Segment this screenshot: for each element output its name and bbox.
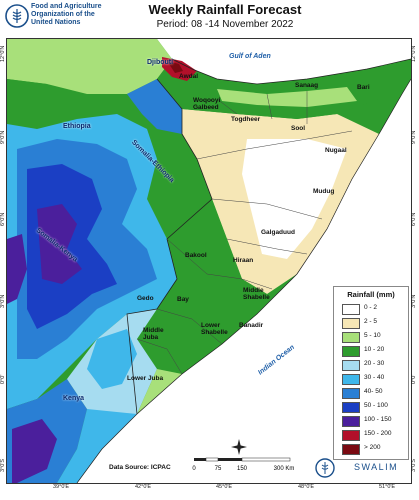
rainfall-legend: Rainfall (mm) 0 - 2 2 - 5 5 - 10 10 - 20 20 … [333, 286, 409, 460]
legend-label: 0 - 2 [364, 304, 378, 311]
scale-label-0: 0 [192, 466, 196, 472]
region-label-woqooyi: Woqooyi Galbeed [193, 97, 221, 111]
legend-swatch [342, 388, 360, 399]
legend-swatch [342, 332, 360, 343]
legend-swatch [342, 374, 360, 385]
tick-bottom-3: 48°0'E [298, 484, 315, 490]
legend-label: 10 - 20 [364, 346, 385, 353]
tick-right-1: 9°0'N [411, 130, 417, 144]
legend-swatch [342, 360, 360, 371]
north-arrow-icon [231, 439, 247, 455]
region-label-middle-shabelle: Middle Shabelle [243, 287, 270, 301]
map-header: Food and Agriculture Organization of the… [0, 0, 419, 38]
tick-left-2: 6°0'N [0, 212, 6, 226]
org-line-2: Organization of the [31, 11, 95, 18]
tick-bottom-0: 39°0'E [53, 484, 70, 490]
org-line-1: Food and Agriculture [31, 3, 102, 10]
tick-left-5: 3°0'S [0, 458, 6, 472]
scale-label-2: 150 [237, 466, 248, 472]
region-label-lower-shabelle: Lower Shabelle [201, 322, 228, 336]
legend-label: 50 - 100 [364, 402, 388, 409]
legend-label: 40- 50 [364, 388, 383, 395]
region-label-togdheer: Togdheer [231, 116, 261, 123]
legend-label: 30 - 40 [364, 374, 385, 381]
tick-right-0: 12°0'N [411, 45, 417, 62]
legend-item: 20 - 30 [342, 360, 404, 371]
legend-swatch [342, 346, 360, 357]
legend-swatch [342, 444, 360, 455]
tick-left-1: 9°0'N [0, 130, 6, 144]
region-label-middle-juba: Middle Juba [143, 327, 164, 341]
region-label-gedo: Gedo [137, 295, 154, 302]
scale-label-3: 300 Km [274, 466, 295, 472]
region-label-bakool: Bakool [185, 252, 207, 259]
legend-label: 150 - 200 [364, 430, 392, 437]
legend-item: 50 - 100 [342, 402, 404, 413]
legend-item: > 200 [342, 444, 404, 455]
swalim-logo: SWALIM [354, 462, 399, 472]
legend-label: 5 - 10 [364, 332, 381, 339]
region-label-mudug: Mudug [313, 188, 335, 195]
map-title: Weekly Rainfall Forecast [148, 2, 302, 17]
legend-title: Rainfall (mm) [347, 290, 395, 299]
legend-item: 5 - 10 [342, 332, 404, 343]
org-line-3: United Nations [31, 19, 81, 26]
tick-right-3: 3°0'N [411, 294, 417, 308]
country-label-kenya: Kenya [63, 395, 85, 402]
region-label-hiraan: Hiraan [233, 257, 254, 264]
region-label-sanaag: Sanaag [295, 82, 319, 89]
tick-right-2: 6°0'N [411, 212, 417, 226]
legend-swatch [342, 430, 360, 441]
tick-left-4: 0°0' [0, 374, 6, 384]
legend-item: 150 - 200 [342, 430, 404, 441]
legend-item: 40- 50 [342, 388, 404, 399]
legend-label: > 200 [364, 444, 381, 451]
fao-org-name: Food and Agriculture Organization of the… [31, 3, 121, 27]
legend-swatch [342, 416, 360, 427]
region-label-sool: Sool [291, 125, 306, 132]
region-label-bari: Bari [357, 84, 370, 91]
region-label-nugaal: Nugaal [325, 147, 347, 154]
legend-swatch [342, 304, 360, 315]
country-label-djibouti: Djibouti [147, 59, 174, 66]
region-label-banadir: Banadir [239, 322, 264, 329]
legend-label: 2 - 5 [364, 318, 378, 325]
fao-footer-logo-icon [315, 458, 335, 478]
legend-item: 30 - 40 [342, 374, 404, 385]
legend-item: 10 - 20 [342, 346, 404, 357]
legend-swatch [342, 402, 360, 413]
tick-left-0: 12°0'N [0, 45, 6, 62]
legend-label: 20 - 30 [364, 360, 385, 367]
scale-label-1: 75 [215, 466, 222, 472]
country-label-ethiopia: Ethiopia [63, 123, 91, 130]
tick-bottom-1: 42°0'E [135, 484, 152, 490]
legend-item: 2 - 5 [342, 318, 404, 329]
region-label-galgaduud: Galgaduud [261, 229, 295, 236]
legend-swatch [342, 318, 360, 329]
data-source: Data Source: ICPAC [109, 464, 171, 471]
sea-label-gulf: Gulf of Aden [229, 53, 271, 60]
legend-label: 100 - 150 [364, 416, 392, 423]
tick-bottom-4: 51°0'E [379, 484, 396, 490]
map-subtitle: Period: 08 -14 November 2022 [156, 19, 294, 30]
region-label-bay: Bay [177, 296, 189, 303]
scale-bar: 0 75 150 300 Km [192, 457, 295, 472]
legend-item: 0 - 2 [342, 304, 404, 315]
region-label-lower-juba: Lower Juba [127, 375, 164, 382]
tick-right-5: 3°0'S [411, 458, 417, 472]
fao-logo-icon [5, 4, 29, 28]
tick-bottom-2: 45°0'E [216, 484, 233, 490]
legend-item: 100 - 150 [342, 416, 404, 427]
region-label-awdal: Awdal [179, 73, 199, 80]
tick-left-3: 3°0'N [0, 294, 6, 308]
tick-right-4: 0°0' [411, 374, 417, 384]
